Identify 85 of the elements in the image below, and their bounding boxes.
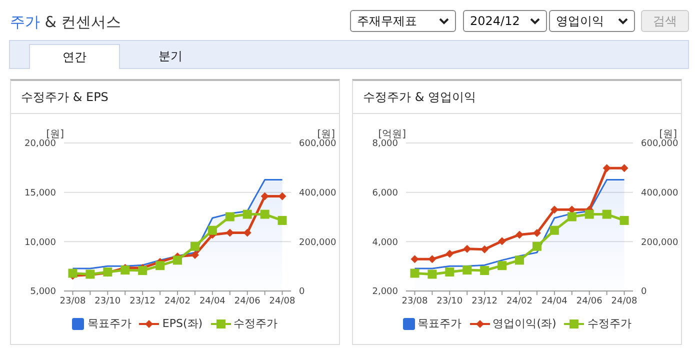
point [515,256,524,265]
point [550,206,558,214]
legend-label: 목표주가 [416,316,462,331]
point [446,250,454,258]
y2-tick-label: 200,000 [641,238,678,248]
x-tick-label: 23/10 [436,296,463,306]
text: 2024/12 [470,14,520,28]
y-axis-title: [원] [46,128,64,140]
point [190,242,200,251]
text: 연간 [29,44,120,69]
point [410,255,419,264]
y-axis-title: [억원] [378,128,406,140]
y-tick-label: 6,000 [372,188,398,199]
point [498,261,507,270]
point [156,261,165,270]
point [445,268,454,277]
text: 주가 & 컨센서스 [10,13,122,32]
x-tick-label: 24/06 [234,296,261,306]
y2-axis-title: [원] [659,128,677,140]
point [428,270,437,279]
point [567,212,576,222]
x-tick-label: 24/08 [611,296,638,306]
point [278,216,287,225]
point [120,266,130,275]
y-tick-label: 8,000 [372,139,398,150]
legend-label: EPS(좌) [161,316,203,331]
x-tick-label: 24/02 [506,296,532,306]
legend-label: 목표주가 [86,316,132,331]
point [532,242,542,251]
point [226,228,234,237]
point [410,268,420,278]
legend-label: 영업이익(좌) [492,316,556,331]
point [480,245,489,254]
point [208,226,217,235]
y2-tick-label: 400,000 [299,188,336,199]
point [138,266,148,276]
y2-tick-label: 400,000 [641,188,678,199]
point [602,164,611,172]
point [620,164,628,172]
y2-tick-label: 0 [641,287,647,298]
point [428,255,436,264]
x-tick-label: 23/08 [60,296,86,306]
x-tick-label: 24/06 [576,296,603,306]
point [516,230,524,239]
x-tick-label: 24/08 [269,296,296,306]
text: 검색 [641,10,689,32]
x-tick-label: 23/12 [472,296,498,306]
x-tick-label: 24/02 [164,296,190,306]
y-tick-label: 20,000 [24,139,56,150]
point [498,237,506,246]
y-tick-label: 10,000 [24,238,56,248]
y-tick-label: 2,000 [372,287,398,298]
y-tick-label: 5,000 [30,287,56,298]
chart-title: 수정주가 & EPS [11,81,339,114]
point [462,266,472,275]
y2-tick-label: 600,000 [299,139,336,150]
x-tick-label: 24/04 [541,296,568,306]
point [242,210,252,219]
point [480,266,490,276]
legend-label: 수정주가 [586,316,632,331]
point [68,268,78,278]
point [225,212,234,222]
point [550,226,559,235]
x-tick-label: 23/08 [402,296,428,306]
point [173,256,182,265]
x-tick-label: 23/12 [130,296,156,306]
y-tick-label: 15,000 [24,188,56,199]
y-tick-label: 4,000 [372,238,398,248]
point [602,210,612,219]
x-tick-label: 24/04 [199,296,226,306]
point [463,244,472,253]
legend-label: 수정주가 [232,316,278,331]
y2-tick-label: 200,000 [299,238,336,248]
x-tick-label: 23/10 [94,296,121,306]
point [584,210,594,219]
y2-tick-label: 0 [299,287,305,298]
text: 영업이익 [556,12,604,30]
point [532,229,541,238]
point [260,210,270,219]
point [620,216,629,225]
chart-title: 수정주가 & 영업이익 [353,81,681,114]
y2-axis-title: [원] [317,128,335,140]
text: 분기 [158,48,184,65]
text: 주재무제표 [357,12,417,30]
y2-tick-label: 600,000 [641,139,678,150]
